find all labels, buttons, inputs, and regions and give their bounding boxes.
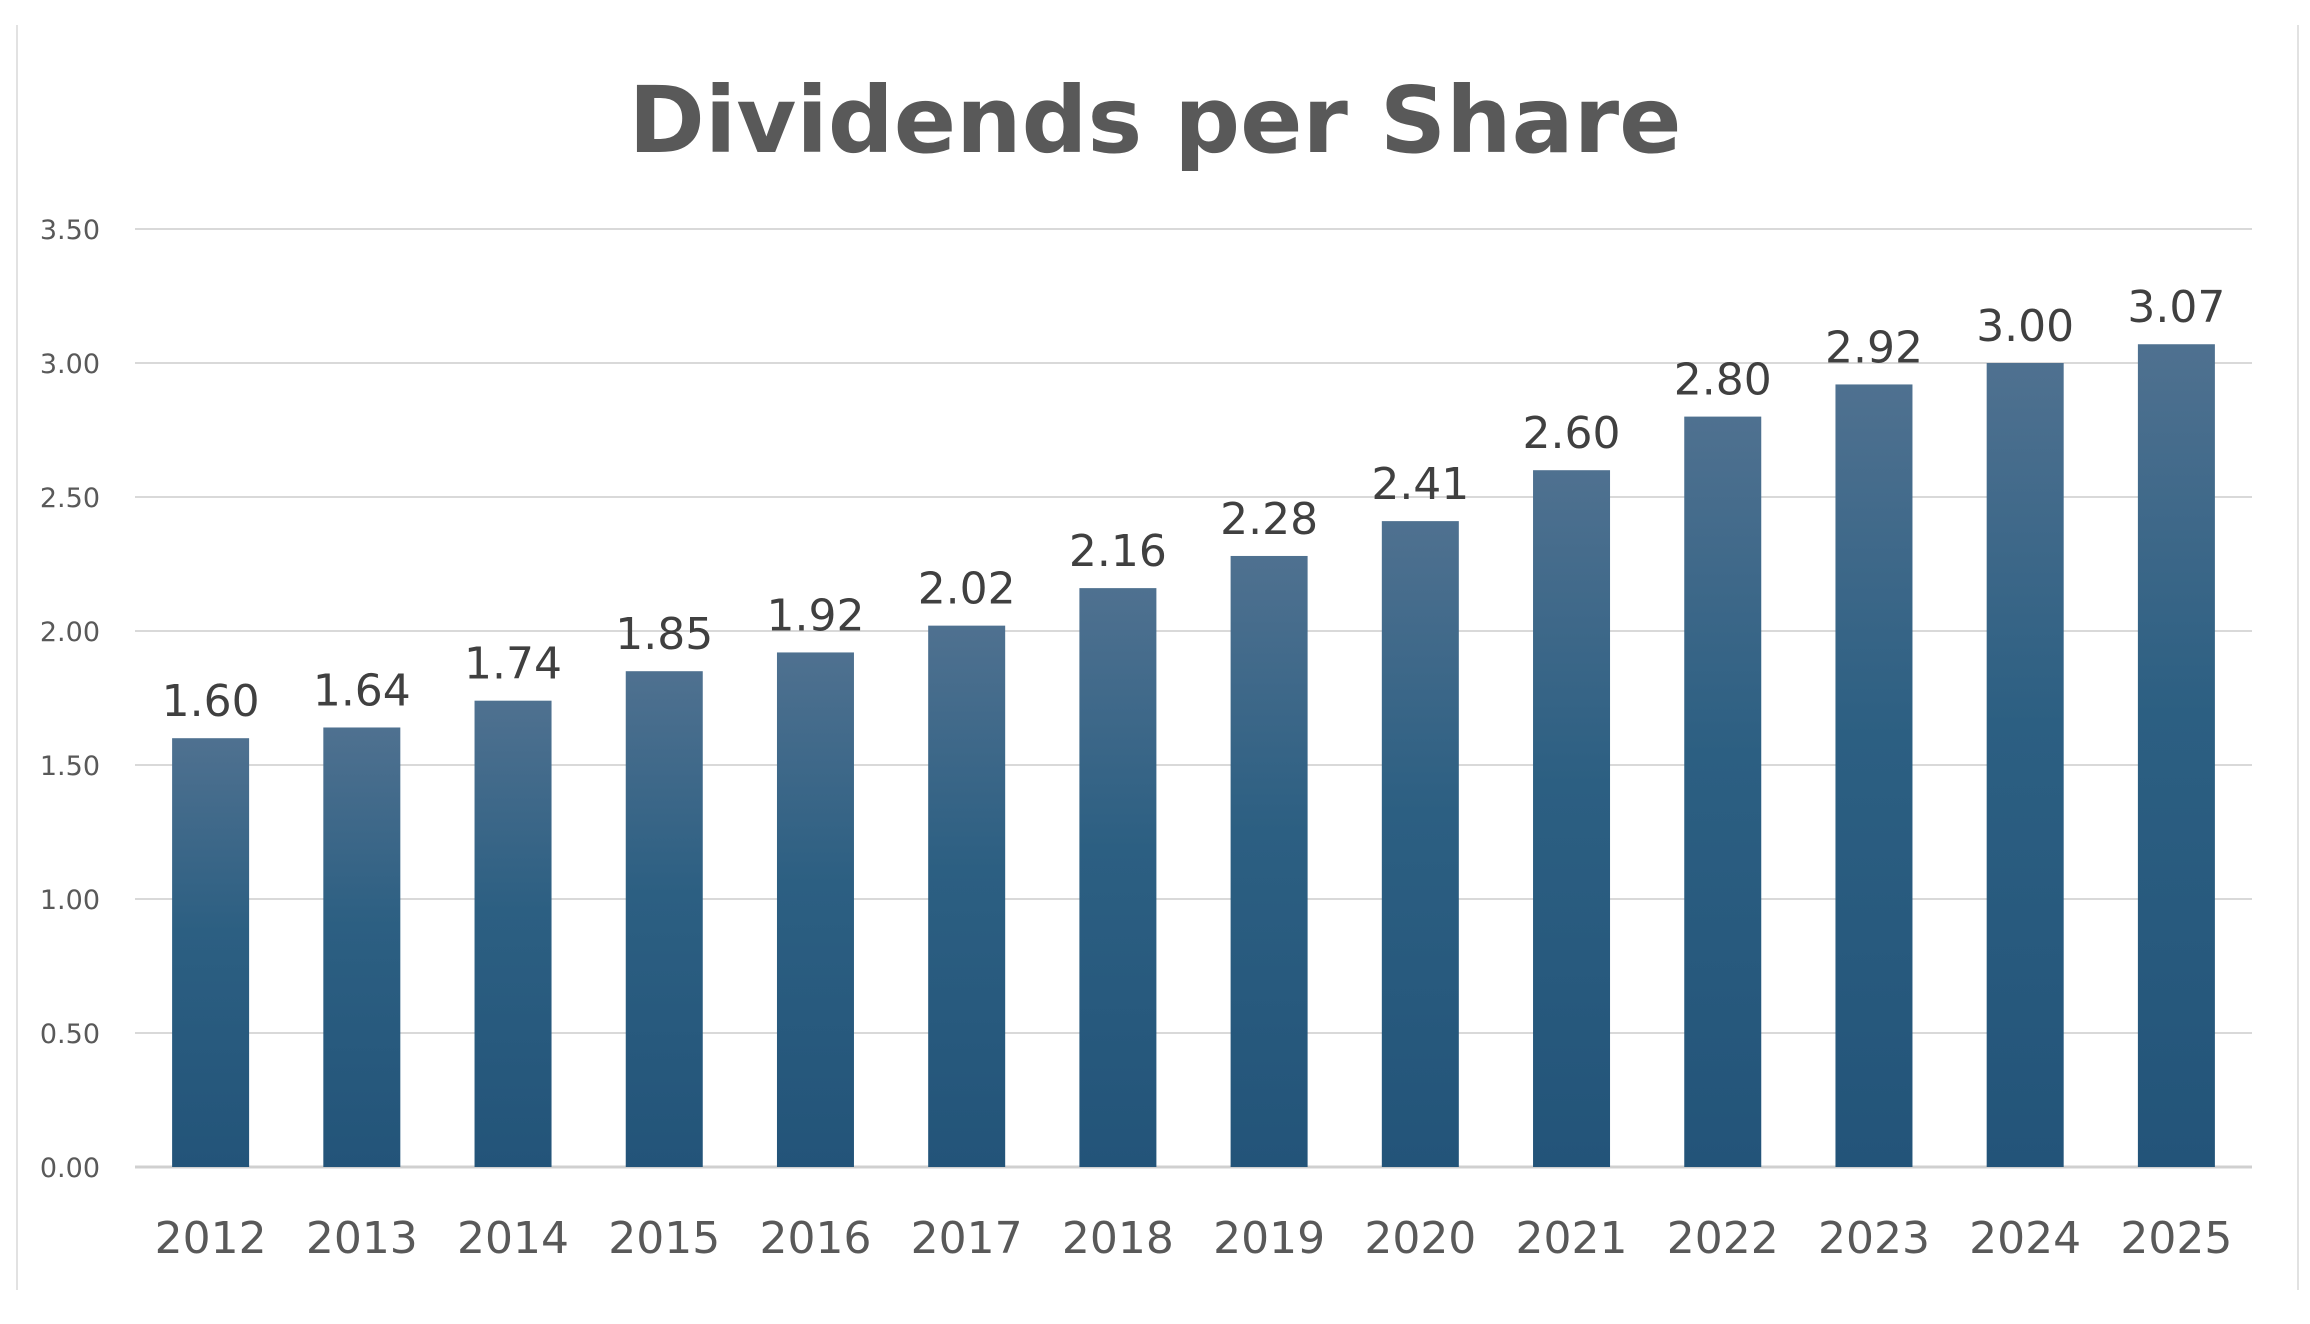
x-tick-label-2025: 2025 (2120, 1213, 2232, 1264)
bar-2024 (1986, 363, 2064, 1167)
bar-2019 (1230, 555, 1308, 1167)
x-tick-label-2015: 2015 (608, 1213, 720, 1264)
x-tick-label-2023: 2023 (1818, 1213, 1930, 1264)
chart-title: Dividends per Share (628, 67, 1681, 174)
x-axis-tick-labels: 2012 2013 2014 2015 2016 2017 2018 2019 2020 2021… (155, 1213, 2233, 1264)
bar-2021 (1533, 470, 1611, 1167)
bar-2018 (1079, 588, 1157, 1167)
bars (172, 344, 2215, 1168)
bar-2023 (1835, 384, 1913, 1167)
data-label-2018: 2.16 (1069, 526, 1167, 577)
data-label-2021: 2.60 (1523, 408, 1621, 459)
data-label-2023: 2.92 (1825, 322, 1923, 373)
data-label-2012: 1.60 (162, 676, 260, 727)
y-tick-label: 2.00 (40, 617, 100, 648)
bar-2015 (625, 671, 703, 1167)
bar-2016 (776, 652, 854, 1167)
data-label-2020: 2.41 (1371, 459, 1469, 510)
bar-2014 (474, 700, 552, 1167)
x-tick-label-2013: 2013 (306, 1213, 418, 1264)
y-tick-label: 1.50 (40, 751, 100, 782)
data-label-2017: 2.02 (918, 564, 1016, 615)
data-label-2019: 2.28 (1220, 494, 1318, 545)
data-label-2013: 1.64 (313, 665, 411, 716)
bar-2020 (1381, 521, 1459, 1167)
x-tick-label-2022: 2022 (1667, 1213, 1779, 1264)
bar-2025 (2137, 344, 2215, 1167)
y-tick-label: 3.00 (40, 349, 100, 380)
gridlines (135, 228, 2252, 1169)
x-tick-label-2016: 2016 (759, 1213, 871, 1264)
x-tick-label-2020: 2020 (1364, 1213, 1476, 1264)
data-label-2016: 1.92 (766, 590, 864, 641)
x-tick-label-2012: 2012 (155, 1213, 267, 1264)
bar-2013 (323, 727, 401, 1167)
y-tick-label: 1.00 (40, 885, 100, 916)
x-tick-label-2018: 2018 (1062, 1213, 1174, 1264)
y-tick-label: 3.50 (40, 215, 100, 246)
data-label-2015: 1.85 (615, 609, 713, 660)
x-tick-label-2021: 2021 (1516, 1213, 1628, 1264)
data-label-2022: 2.80 (1674, 355, 1772, 406)
data-label-2014: 1.74 (464, 639, 562, 690)
bar-2022 (1684, 416, 1762, 1168)
data-label-2025: 3.07 (2127, 282, 2225, 333)
data-label-2024: 3.00 (1976, 301, 2074, 352)
y-tick-label: 0.00 (40, 1153, 100, 1184)
x-tick-label-2017: 2017 (911, 1213, 1023, 1264)
y-tick-label: 2.50 (40, 483, 100, 514)
x-tick-label-2024: 2024 (1969, 1213, 2081, 1264)
data-labels: 1.60 1.64 1.74 1.85 1.92 2.02 2.16 2.28 2.41 2.60… (162, 282, 2226, 727)
bar-2017 (928, 625, 1006, 1167)
y-tick-label: 0.50 (40, 1019, 100, 1050)
x-tick-label-2019: 2019 (1213, 1213, 1325, 1264)
x-tick-label-2014: 2014 (457, 1213, 569, 1264)
y-axis-tick-labels: 0.00 0.50 1.00 1.50 2.00 2.50 3.00 3.50 (40, 215, 100, 1184)
bar-2012 (172, 738, 250, 1167)
